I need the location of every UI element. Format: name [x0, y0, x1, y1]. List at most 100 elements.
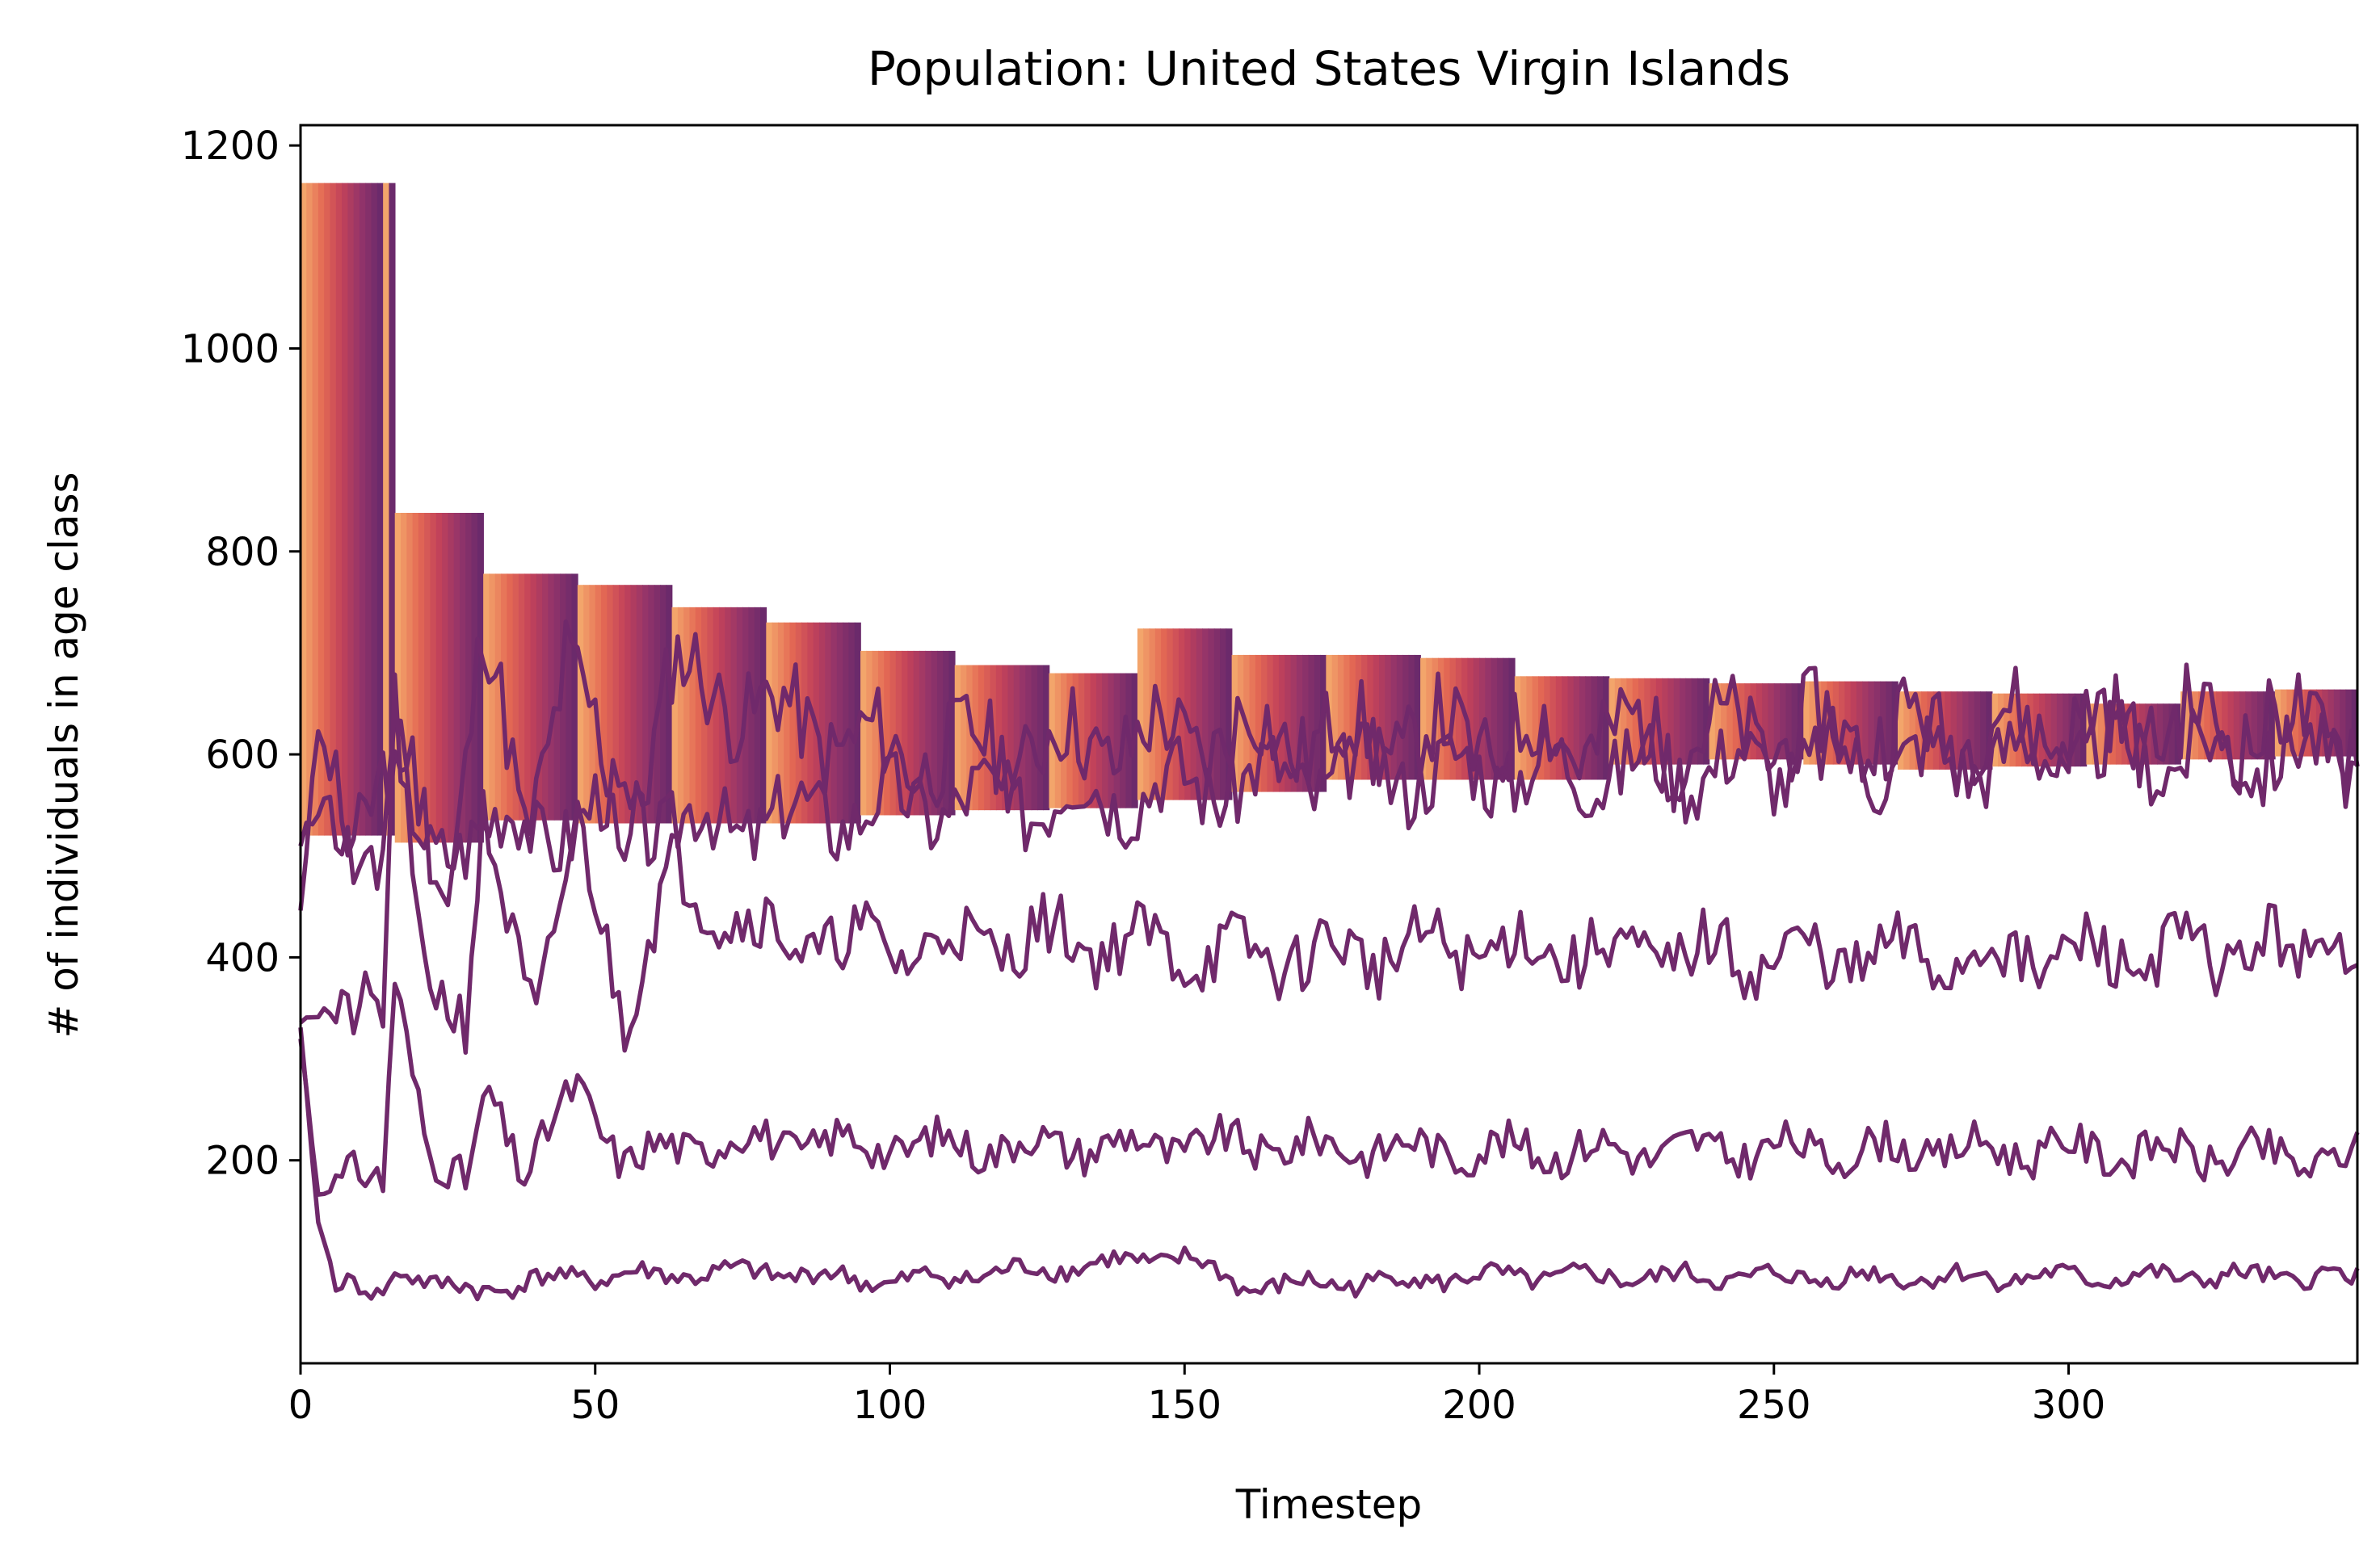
- age-class-band-column: [2310, 689, 2317, 757]
- age-class-band-column: [595, 585, 602, 824]
- age-class-band-column: [1290, 654, 1297, 792]
- age-class-band-column: [1485, 657, 1492, 780]
- age-class-band-column: [424, 513, 431, 843]
- age-class-band-column: [1143, 628, 1150, 800]
- age-class-band-column: [2210, 691, 2217, 760]
- age-class-band-column: [1709, 683, 1716, 760]
- age-class-band-column: [2256, 691, 2264, 760]
- age-class-band-column: [524, 573, 532, 821]
- age-class-band-column: [630, 585, 637, 824]
- age-class-band-column: [1455, 657, 1462, 780]
- age-class-band-column: [843, 622, 850, 824]
- age-class-band-column: [553, 573, 561, 821]
- age-class-band-column: [453, 513, 460, 843]
- age-class-band-column: [571, 573, 578, 821]
- age-class-band-column: [2168, 703, 2176, 765]
- age-class-band-column: [1762, 683, 1769, 760]
- age-class-band-column: [689, 607, 696, 824]
- age-class-band-column: [866, 650, 873, 816]
- age-class-band-column: [1184, 628, 1192, 800]
- age-class-band-column: [1626, 678, 1634, 765]
- age-class-band-column: [577, 585, 584, 824]
- age-class-band-column: [1520, 676, 1528, 780]
- age-class-band-column: [583, 585, 591, 824]
- age-class-band-column: [978, 665, 986, 811]
- age-class-band-column: [902, 650, 909, 816]
- age-class-band-column: [1868, 681, 1875, 765]
- age-class-band-column: [1444, 657, 1451, 780]
- age-class-band-column: [1007, 665, 1015, 811]
- age-class-band-column: [1054, 673, 1062, 808]
- age-class-band-column: [1002, 665, 1009, 811]
- age-class-band-column: [948, 650, 956, 816]
- age-class-band-column: [913, 650, 920, 816]
- age-class-band-column: [1078, 673, 1086, 808]
- age-class-band-column: [530, 573, 537, 821]
- age-class-band-column: [1379, 654, 1386, 780]
- age-class-band-column: [1726, 683, 1734, 760]
- age-class-band-column: [1167, 628, 1174, 800]
- age-class-band-column: [1373, 654, 1380, 780]
- age-class-band-column: [1061, 673, 1068, 808]
- age-class-band-column: [2056, 693, 2064, 767]
- age-class-band-column: [412, 513, 419, 843]
- age-class-band-column: [459, 513, 467, 843]
- age-class-band-column: [1621, 678, 1628, 765]
- age-class-band-column: [848, 622, 856, 824]
- age-class-band-column: [1226, 628, 1233, 800]
- age-class-band-column: [1154, 628, 1162, 800]
- age-class-band-column: [1703, 678, 1710, 765]
- age-class-band-column: [789, 622, 797, 824]
- age-class-band-column: [2227, 691, 2235, 760]
- age-class-band-column: [607, 585, 614, 824]
- age-class-band-column: [748, 607, 755, 824]
- age-class-band-column: [1426, 657, 1433, 780]
- age-class-band-column: [1196, 628, 1203, 800]
- age-class-band-column: [1285, 654, 1292, 792]
- age-class-band-column: [1367, 654, 1374, 780]
- age-class-band-column: [330, 183, 337, 836]
- age-class-band-column: [2156, 703, 2164, 765]
- age-class-band-column: [2333, 689, 2340, 757]
- age-class-band-column: [2127, 703, 2134, 765]
- age-class-band-column: [1768, 683, 1775, 760]
- age-class-band-column: [784, 622, 791, 824]
- age-class-band-column: [1414, 654, 1421, 780]
- age-class-band-column: [442, 513, 449, 843]
- age-class-band-column: [2050, 693, 2058, 767]
- age-class-band-column: [907, 650, 915, 816]
- age-class-band-column: [1331, 654, 1339, 780]
- age-class-band-column: [1603, 676, 1610, 780]
- age-class-band-column: [1555, 676, 1562, 780]
- age-class-band-column: [966, 665, 973, 811]
- age-class-band-column: [335, 183, 343, 836]
- age-class-band-column: [1803, 681, 1810, 765]
- age-class-band-column: [1909, 691, 1916, 770]
- age-class-band-column: [301, 183, 308, 836]
- age-class-band-column: [1791, 683, 1798, 760]
- age-class-band-column: [1137, 628, 1145, 800]
- age-class-band-column: [660, 585, 667, 824]
- age-class-band-column: [736, 607, 743, 824]
- age-class-band-column: [2045, 693, 2052, 767]
- age-class-band-column: [954, 665, 961, 811]
- age-class-band-column: [1190, 628, 1197, 800]
- age-class-band-column: [2345, 689, 2353, 757]
- age-class-series-line: [298, 1027, 2360, 1302]
- age-class-band-column: [2327, 689, 2335, 757]
- age-class-band-column: [477, 513, 484, 843]
- age-class-band-column: [512, 573, 519, 821]
- age-class-band-column: [1956, 691, 1964, 770]
- x-tick-label: 100: [853, 1383, 927, 1428]
- age-class-band-column: [418, 513, 425, 843]
- age-class-band-column: [884, 650, 891, 816]
- age-class-band-column: [936, 650, 944, 816]
- age-class-band-column: [677, 607, 684, 824]
- age-class-band-column: [872, 650, 879, 816]
- age-class-band-column: [2204, 691, 2211, 760]
- age-class-band-column: [1997, 693, 2005, 767]
- y-tick-label: 1200: [181, 124, 280, 169]
- age-class-band-column: [1839, 681, 1846, 765]
- age-class-band-column: [2251, 691, 2258, 760]
- age-class-band-column: [1178, 628, 1186, 800]
